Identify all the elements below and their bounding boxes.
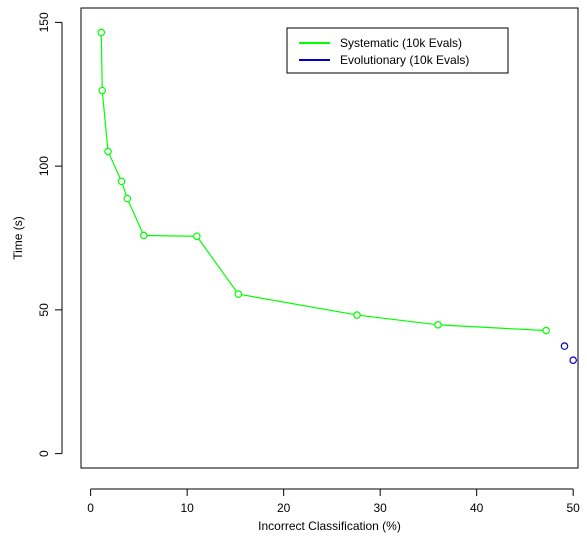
series-segment [100, 35, 103, 88]
data-point [542, 326, 550, 335]
y-tick-label: 0 [37, 450, 51, 457]
x-tick-label: 20 [277, 501, 291, 515]
x-tick-label: 0 [87, 501, 94, 515]
series-segment [108, 154, 121, 179]
series-segment [147, 234, 194, 237]
series-segment [241, 294, 354, 316]
series-segment [128, 201, 143, 233]
data-point [123, 194, 132, 203]
x-tick-label: 10 [180, 501, 194, 515]
x-axis: 0 10 20 30 40 50 [87, 488, 580, 515]
y-tick-label: 50 [37, 303, 51, 317]
data-point [569, 356, 577, 364]
x-axis-label: Incorrect Classification (%) [258, 519, 401, 533]
series-segment [360, 314, 435, 326]
data-point [234, 290, 243, 298]
data-point [434, 321, 442, 329]
data-point [98, 86, 107, 95]
series-segment [441, 324, 543, 331]
data-point [560, 342, 569, 350]
x-tick-label: 50 [566, 501, 580, 515]
y-axis-label: Time (s) [11, 216, 25, 260]
data-point [97, 28, 106, 37]
data-point [193, 232, 201, 241]
legend-label-systematic: Systematic (10k Evals) [340, 36, 462, 50]
data-point [139, 231, 148, 240]
legend-label-evolutionary: Evolutionary (10k Evals) [340, 53, 469, 67]
y-axis: 0 50 100 150 [37, 12, 63, 457]
plot-frame [80, 7, 579, 469]
data-point [117, 177, 126, 186]
data-point [104, 147, 112, 156]
legend-box [286, 27, 509, 74]
series-segment [198, 238, 237, 292]
y-tick-label: 100 [37, 156, 51, 176]
series-segment [122, 184, 127, 196]
legend: Systematic (10k Evals) Evolutionary (10k… [286, 27, 509, 74]
x-tick-label: 30 [373, 501, 387, 515]
series-segment [101, 93, 109, 149]
x-tick-label: 40 [470, 501, 484, 515]
series-layer [97, 28, 577, 364]
y-tick-label: 150 [37, 12, 51, 32]
series-1 [560, 342, 577, 364]
series-0 [97, 28, 550, 335]
data-point [353, 311, 361, 319]
